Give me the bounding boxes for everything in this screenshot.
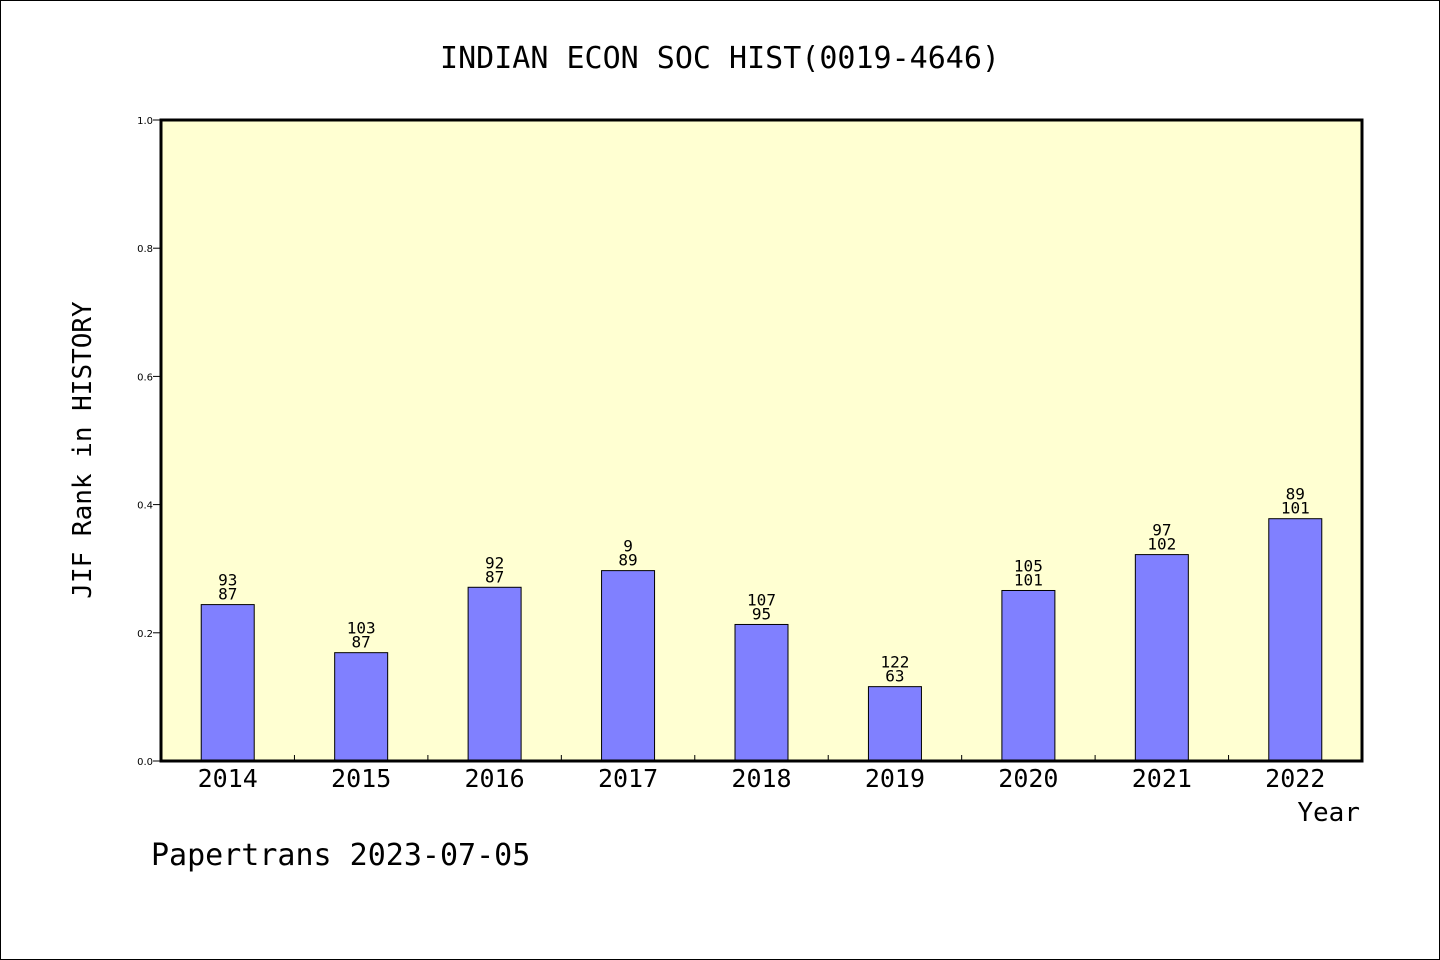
x-tick-label: 2018 <box>731 764 791 793</box>
x-tick-label: 2019 <box>865 764 925 793</box>
bar-2018 <box>734 623 789 762</box>
x-tick-label: 2017 <box>598 764 658 793</box>
bar-rank-label: 92 <box>485 553 504 572</box>
bar-2019 <box>867 686 922 762</box>
chart-title: INDIAN ECON SOC HIST(0019-4646) <box>440 41 1000 76</box>
y-tick-label: 0.2 <box>137 629 153 640</box>
bar-total-label: 89 <box>618 551 637 570</box>
bar-rank-label: 93 <box>218 571 237 590</box>
bar-rank-label: 103 <box>347 619 376 638</box>
bar-2020 <box>1001 589 1056 762</box>
y-tick-label: 1.0 <box>137 116 153 127</box>
bar-total-label: 87 <box>352 633 371 652</box>
y-tick-label: 0.6 <box>137 372 153 383</box>
bar-2016 <box>467 586 522 762</box>
y-axis-ticks: 0.0 0.2 0.4 0.6 0.8 1.0 <box>137 116 161 768</box>
bar-rank-label: 107 <box>747 590 776 609</box>
x-tick-label: 2022 <box>1265 764 1325 793</box>
bar-2014 <box>200 604 255 762</box>
y-tick-label: 0.0 <box>137 757 153 768</box>
x-tick-label: 2015 <box>331 764 391 793</box>
x-axis-label: Year <box>1297 798 1360 828</box>
y-tick-label: 0.8 <box>137 244 153 255</box>
bar-2022 <box>1268 518 1323 762</box>
plot-border <box>159 118 1364 763</box>
bar-rank-label: 97 <box>1152 521 1171 540</box>
bar-2015 <box>334 652 389 762</box>
x-tick-label: 2020 <box>998 764 1058 793</box>
bar-rank-label: 9 <box>623 537 633 556</box>
bar-total-label: 95 <box>752 604 771 623</box>
bar-total-label: 101 <box>1281 499 1310 518</box>
bar-rank-label: 89 <box>1286 485 1305 504</box>
bar-rank-label: 122 <box>880 653 909 672</box>
bar-total-label: 87 <box>485 567 504 586</box>
bar-rank-label: 105 <box>1014 556 1043 575</box>
x-tick-label: 2014 <box>198 764 258 793</box>
footer-credit: Papertrans 2023-07-05 <box>151 838 530 873</box>
bar-2017 <box>601 570 656 762</box>
x-axis-ticks: 2014 2015 2016 2017 2018 2019 2020 2021 2022 <box>198 755 1325 793</box>
x-tick-label: 2016 <box>465 764 525 793</box>
bar-total-label: 101 <box>1014 570 1043 589</box>
y-axis-label: JIF Rank in HISTORY <box>68 301 98 599</box>
bar-2021 <box>1134 554 1189 762</box>
bar-total-label: 102 <box>1147 535 1176 554</box>
bar-total-label: 63 <box>885 667 904 686</box>
x-tick-label: 2021 <box>1132 764 1192 793</box>
bar-total-label: 87 <box>218 585 237 604</box>
bar-data-labels: 9387103879287989107951226310510197102891… <box>218 485 1310 686</box>
bar-series <box>200 518 1323 762</box>
y-tick-label: 0.4 <box>137 501 153 512</box>
